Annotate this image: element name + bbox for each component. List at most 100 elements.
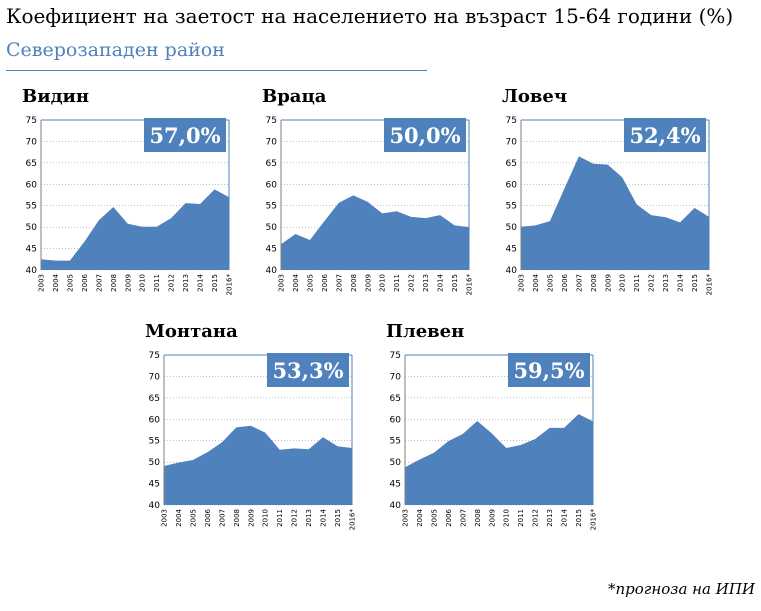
area-chart: 40 45 50 55 60 65 70 75 2003 2004 2005 2006 2007 2008… [149, 351, 357, 531]
area-series [521, 156, 709, 270]
y-tick-label: 45 [506, 245, 517, 255]
x-tick-label: 2013 [546, 509, 554, 527]
x-tick-label: 2006 [81, 273, 89, 291]
x-tick-label: 2007 [95, 274, 103, 292]
x-tick-label: 2015 [211, 274, 219, 292]
chart-title: Ловеч [502, 86, 568, 107]
footnote: *прогноза на ИПИ [607, 580, 755, 598]
x-tick-label: 2013 [182, 274, 190, 292]
x-tick-label: 2011 [633, 274, 641, 292]
x-tick-label: 2008 [474, 509, 482, 527]
x-tick-label: 2016* [706, 274, 714, 296]
value-callout-label: 50,0% [389, 123, 460, 148]
x-tick-label: 2009 [364, 274, 372, 292]
x-tick-label: 2005 [189, 509, 197, 527]
y-tick-label: 60 [149, 415, 161, 425]
value-callout-box [624, 118, 706, 152]
x-tick-label: 2011 [393, 274, 401, 292]
x-tick-label: 2005 [306, 274, 314, 292]
subtitle-divider [6, 70, 427, 71]
x-tick-label: 2007 [459, 509, 467, 527]
x-tick-label: 2013 [422, 274, 430, 292]
chart-panel-vratsa: Враца 40 45 50 55 60 65 70 75 2003 2004 2005 2006 20… [262, 86, 502, 316]
y-tick-label: 45 [390, 480, 401, 490]
area-chart: 40 45 50 55 60 65 70 75 2003 2004 2005 2006 2007 2008… [506, 116, 714, 296]
x-tick-label: 2014 [320, 508, 328, 526]
area-chart: 40 45 50 55 60 65 70 75 2003 2004 2005 2006 2007 2008… [266, 116, 474, 295]
x-tick-label: 2015 [691, 274, 699, 292]
x-tick-label: 2009 [124, 274, 132, 292]
x-tick-label: 2008 [350, 274, 358, 292]
y-tick-label: 55 [149, 437, 160, 447]
x-tick-label: 2013 [662, 274, 670, 292]
x-tick-label: 2006 [561, 273, 569, 291]
y-tick-label: 60 [506, 180, 518, 190]
x-tick-label: 2015 [575, 509, 583, 527]
x-tick-label: 2009 [604, 274, 612, 292]
y-tick-label: 60 [390, 415, 402, 425]
x-tick-label: 2005 [66, 274, 74, 292]
x-tick-label: 2010 [503, 509, 511, 527]
x-tick-label: 2008 [590, 274, 598, 292]
value-callout-label: 53,3% [272, 358, 343, 383]
y-tick-label: 75 [506, 116, 517, 126]
y-tick-label: 75 [26, 116, 37, 126]
value-callout-box [384, 118, 466, 152]
y-tick-label: 65 [266, 159, 277, 169]
area-series [281, 195, 469, 270]
x-tick-label: 2015 [334, 509, 342, 527]
x-tick-label: 2007 [218, 509, 226, 527]
y-tick-label: 45 [266, 245, 277, 255]
y-tick-label: 70 [506, 137, 518, 147]
x-tick-label: 2007 [575, 274, 583, 292]
x-tick-label: 2013 [305, 509, 313, 527]
chart-panel-lovech: Ловеч 40 45 50 55 60 65 70 75 2003 2004 2005 2006 20… [502, 86, 742, 316]
chart-title: Плевен [386, 321, 465, 342]
y-tick-label: 40 [26, 266, 38, 276]
y-tick-label: 65 [390, 394, 401, 404]
x-tick-label: 2009 [488, 509, 496, 527]
page-subtitle: Северозападен район [6, 39, 225, 61]
chart-title: Видин [22, 86, 90, 107]
x-tick-label: 2014 [197, 273, 205, 291]
x-tick-label: 2016* [590, 509, 598, 531]
y-tick-label: 55 [390, 437, 401, 447]
area-series [405, 414, 593, 505]
x-tick-label: 2006 [445, 508, 453, 526]
value-callout-label: 59,5% [513, 358, 584, 383]
y-tick-label: 50 [506, 223, 518, 233]
value-callout-box [267, 353, 349, 387]
y-tick-label: 50 [390, 458, 402, 468]
x-tick-label: 2004 [52, 273, 60, 291]
x-tick-label: 2010 [619, 274, 627, 292]
value-callout-label: 57,0% [149, 123, 220, 148]
x-tick-label: 2012 [532, 509, 540, 527]
x-tick-label: 2004 [292, 273, 300, 291]
x-tick-label: 2016* [226, 274, 234, 296]
x-tick-label: 2008 [233, 509, 241, 527]
chart-title: Монтана [145, 321, 238, 342]
y-tick-label: 50 [149, 458, 161, 468]
y-tick-label: 45 [26, 245, 37, 255]
y-tick-label: 75 [266, 116, 277, 126]
y-tick-label: 60 [266, 180, 278, 190]
y-tick-label: 65 [506, 159, 517, 169]
x-tick-label: 2004 [175, 508, 183, 526]
area-series [41, 189, 229, 270]
x-tick-label: 2011 [517, 509, 525, 527]
x-tick-label: 2004 [416, 508, 424, 526]
y-tick-label: 50 [26, 223, 38, 233]
y-tick-label: 70 [266, 137, 278, 147]
x-tick-label: 2003 [278, 274, 286, 292]
x-tick-label: 2011 [276, 509, 284, 527]
x-tick-label: 2016* [349, 509, 357, 531]
y-tick-label: 70 [390, 372, 402, 382]
x-tick-label: 2014 [561, 508, 569, 526]
y-tick-label: 75 [149, 351, 160, 361]
value-callout-box [144, 118, 226, 152]
area-chart: 40 45 50 55 60 65 70 75 2003 2004 2005 2006 2007 2008… [390, 351, 598, 531]
y-tick-label: 70 [26, 137, 38, 147]
y-tick-label: 60 [26, 180, 38, 190]
x-tick-label: 2011 [153, 274, 161, 292]
x-tick-label: 2014 [677, 273, 685, 291]
